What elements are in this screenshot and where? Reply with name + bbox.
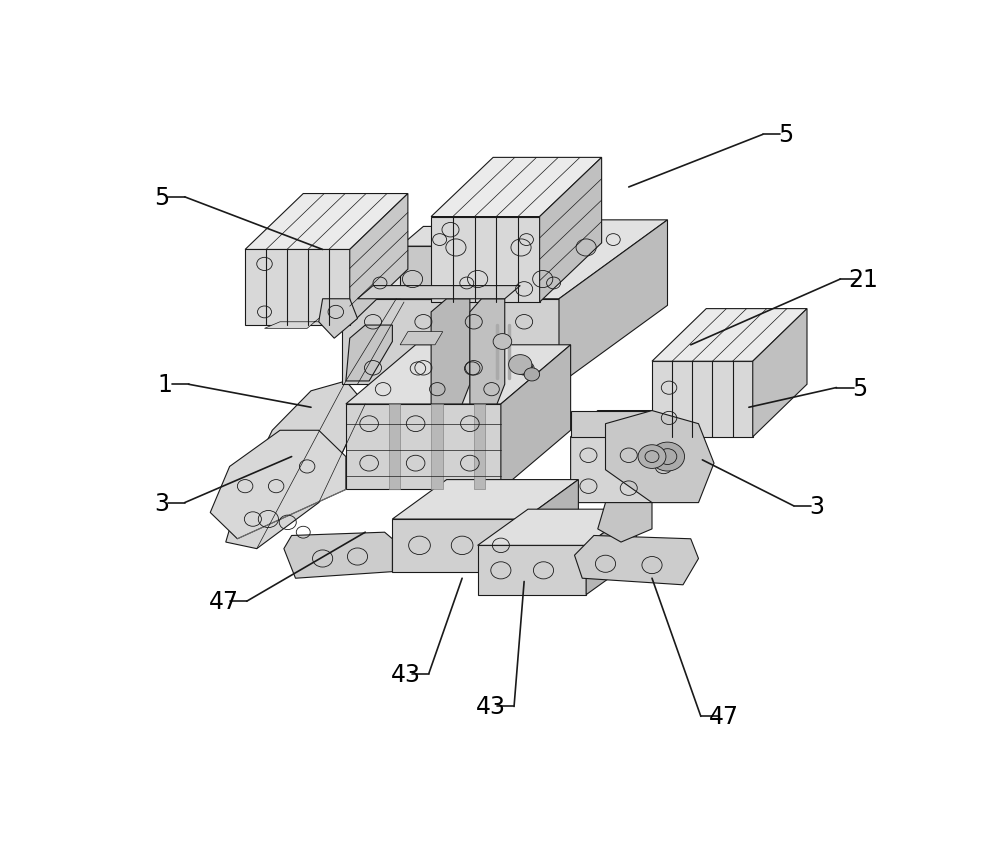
- Polygon shape: [540, 158, 602, 303]
- Polygon shape: [245, 250, 350, 326]
- Polygon shape: [586, 509, 637, 595]
- Polygon shape: [388, 404, 400, 490]
- Polygon shape: [319, 299, 358, 339]
- Polygon shape: [606, 411, 714, 503]
- Polygon shape: [501, 345, 571, 490]
- Polygon shape: [474, 404, 485, 490]
- Polygon shape: [346, 326, 392, 381]
- Polygon shape: [245, 194, 408, 250]
- Polygon shape: [559, 221, 668, 385]
- Polygon shape: [571, 411, 683, 503]
- Polygon shape: [392, 519, 524, 572]
- Polygon shape: [346, 404, 501, 490]
- Polygon shape: [400, 332, 443, 345]
- Text: 43: 43: [476, 694, 506, 718]
- Polygon shape: [346, 345, 571, 404]
- Text: 5: 5: [154, 186, 169, 210]
- Polygon shape: [431, 158, 602, 218]
- Text: 47: 47: [709, 705, 739, 728]
- Polygon shape: [652, 310, 807, 362]
- Circle shape: [493, 334, 512, 350]
- Text: 21: 21: [849, 268, 879, 292]
- Polygon shape: [753, 310, 807, 438]
- Polygon shape: [571, 411, 652, 438]
- Circle shape: [524, 368, 540, 381]
- Polygon shape: [431, 218, 540, 303]
- Polygon shape: [342, 299, 559, 385]
- Circle shape: [650, 443, 685, 472]
- Polygon shape: [524, 480, 578, 572]
- Polygon shape: [574, 536, 698, 585]
- Polygon shape: [210, 431, 346, 539]
- Polygon shape: [652, 362, 753, 438]
- Polygon shape: [342, 221, 668, 299]
- Polygon shape: [358, 287, 520, 299]
- Circle shape: [509, 355, 532, 375]
- Text: 47: 47: [208, 589, 238, 613]
- Text: 43: 43: [391, 662, 421, 686]
- Text: 1: 1: [158, 373, 173, 397]
- Polygon shape: [478, 546, 586, 595]
- Polygon shape: [470, 299, 505, 404]
- Polygon shape: [400, 227, 470, 247]
- Polygon shape: [431, 404, 443, 490]
- Polygon shape: [284, 532, 392, 578]
- Polygon shape: [598, 503, 652, 543]
- Text: 3: 3: [154, 491, 169, 515]
- Polygon shape: [264, 312, 326, 329]
- Polygon shape: [431, 299, 470, 404]
- Polygon shape: [400, 247, 447, 299]
- Polygon shape: [478, 509, 637, 546]
- Text: 3: 3: [810, 494, 825, 519]
- Text: 5: 5: [852, 376, 867, 400]
- Polygon shape: [392, 480, 578, 519]
- Text: 5: 5: [778, 123, 794, 148]
- Polygon shape: [350, 194, 408, 326]
- Polygon shape: [226, 381, 365, 549]
- Circle shape: [638, 445, 666, 469]
